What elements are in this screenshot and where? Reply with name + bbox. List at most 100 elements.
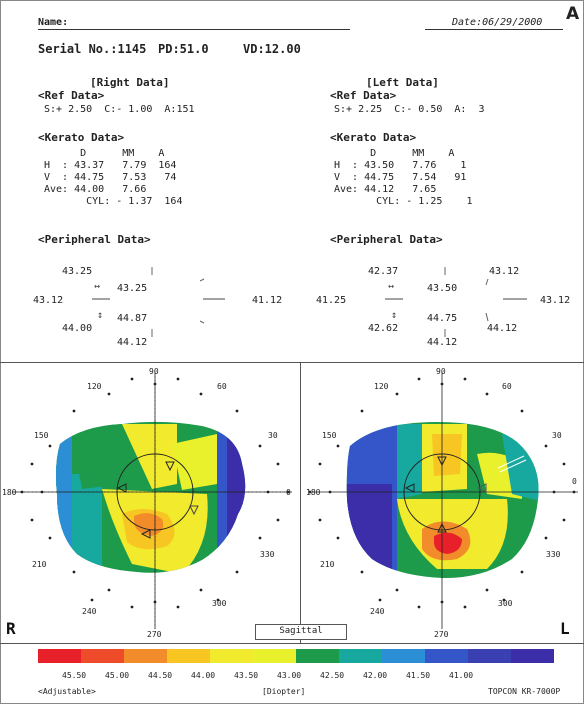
svg-text:↕: ↕ — [391, 310, 397, 321]
scale-swatch — [167, 649, 210, 663]
left-p-bot-right: 44.12 — [487, 323, 518, 334]
right-map-dots — [20, 377, 290, 609]
scale-tick-label: 42.00 — [363, 671, 388, 680]
right-p-right: 41.12 — [252, 295, 283, 306]
right-p-top-outer: 43.25 — [62, 266, 93, 277]
right-peripheral-marks: ↔ ↕ — [92, 267, 225, 337]
left-p-left: 41.25 — [316, 295, 347, 306]
report-date: Date:06/29/2000 — [452, 17, 543, 28]
left-angle-210: 210 — [320, 560, 335, 569]
left-angle-30: 30 — [552, 431, 562, 440]
left-p-bot-outer: 42.62 — [368, 323, 399, 334]
serial-number: Serial No.:1145 — [38, 42, 147, 56]
right-p-bottom: 44.12 — [117, 337, 148, 348]
scale-tick-label: 44.00 — [191, 671, 216, 680]
right-kerato-title: <Kerato Data> — [38, 131, 125, 144]
scale-tick-label: 44.50 — [148, 671, 173, 680]
scale-swatch — [38, 649, 81, 663]
right-peripheral-title: <Peripheral Data> — [38, 233, 151, 246]
right-kerato-cyl: CYL: - 1.37 164 — [44, 196, 183, 207]
scale-swatch — [511, 649, 554, 663]
panel-letter: A — [566, 4, 580, 24]
right-p-left: 43.12 — [33, 295, 64, 306]
scale-swatch — [124, 649, 167, 663]
right-angle-150: 150 — [34, 431, 49, 440]
left-kerato-cyl: CYL: - 1.25 1 — [334, 196, 473, 207]
right-kerato-header: D MM A — [44, 148, 165, 159]
scale-tick-label: 43.50 — [234, 671, 259, 680]
left-angle-120: 120 — [374, 382, 389, 391]
right-eye-letter: R — [6, 619, 16, 638]
left-ref-title: <Ref Data> — [330, 89, 397, 102]
right-angle-0: 0 — [286, 488, 291, 497]
left-angle-90: 90 — [436, 367, 446, 376]
left-angle-300: 300 — [498, 599, 513, 608]
right-ref-values: S:+ 2.50 C:- 1.00 A:151 — [44, 104, 195, 115]
right-angle-300: 300 — [212, 599, 227, 608]
right-angle-240: 240 — [82, 607, 97, 616]
scale-tick-label: 43.00 — [277, 671, 302, 680]
left-topography-map: 90 60 30 0 330 300 270 240 210 180 150 1… — [306, 367, 578, 639]
name-label: Name: — [38, 17, 69, 28]
svg-text:↕: ↕ — [97, 310, 103, 321]
left-p-bottom: 44.12 — [427, 337, 458, 348]
left-kerato-h: H : 43.50 7.76 1 — [334, 160, 467, 171]
left-angle-270: 270 — [434, 630, 449, 639]
right-kerato-h: H : 43.37 7.79 164 — [44, 160, 177, 171]
diopter-color-scale — [38, 649, 554, 663]
pupil-distance: PD:51.0 — [158, 42, 209, 56]
scale-tick-label: 45.50 — [62, 671, 87, 680]
right-angle-210: 210 — [32, 560, 47, 569]
adjustable-label: <Adjustable> — [38, 687, 96, 696]
left-peripheral-marks: ↔ ↕ — [385, 267, 527, 337]
scale-swatch — [210, 649, 253, 663]
scale-tick-label: 41.50 — [406, 671, 431, 680]
left-ref-values: S:+ 2.25 C:- 0.50 A: 3 — [334, 104, 485, 115]
scale-swatch — [382, 649, 425, 663]
scale-swatch — [339, 649, 382, 663]
left-angle-180: 180 — [306, 488, 321, 497]
right-angle-120: 120 — [87, 382, 102, 391]
right-data-title: [Right Data] — [90, 76, 170, 89]
left-angle-0: 0 — [572, 477, 577, 486]
date-underline — [425, 29, 563, 30]
sagittal-mode-tab[interactable]: Sagittal — [255, 624, 347, 640]
left-map-dots — [308, 377, 576, 609]
left-angle-330: 330 — [546, 550, 561, 559]
name-underline — [38, 29, 350, 30]
left-p-bot-inner: 44.75 — [427, 313, 458, 324]
right-p-top-inner: 43.25 — [117, 283, 148, 294]
right-angle-330: 330 — [260, 550, 275, 559]
right-angle-90: 90 — [149, 367, 159, 376]
left-kerato-header: D MM A — [334, 148, 455, 159]
left-kerato-title: <Kerato Data> — [330, 131, 417, 144]
left-kerato-v: V : 44.75 7.54 91 — [334, 172, 467, 183]
right-kerato-ave: Ave: 44.00 7.66 — [44, 184, 147, 195]
right-p-bot-inner: 44.87 — [117, 313, 148, 324]
left-angle-60: 60 — [502, 382, 512, 391]
map-area-center-divider — [300, 362, 301, 643]
right-angle-270: 270 — [147, 630, 162, 639]
svg-text:↔: ↔ — [388, 281, 394, 292]
right-ref-title: <Ref Data> — [38, 89, 105, 102]
left-peripheral-title: <Peripheral Data> — [330, 233, 443, 246]
right-angle-30: 30 — [268, 431, 278, 440]
diopter-unit-label: [Diopter] — [262, 687, 306, 696]
vertex-distance: VD:12.00 — [243, 42, 301, 56]
right-topography-map: 90 60 30 0 330 300 270 240 210 180 150 1… — [2, 367, 292, 639]
left-p-top-right: 43.12 — [489, 266, 520, 277]
left-eye-letter: L — [560, 619, 570, 638]
left-kerato-ave: Ave: 44.12 7.65 — [334, 184, 437, 195]
scale-swatch — [468, 649, 511, 663]
left-data-title: [Left Data] — [366, 76, 439, 89]
map-area-bottom-divider — [0, 643, 584, 644]
right-p-bot-outer: 44.00 — [62, 323, 93, 334]
left-angle-240: 240 — [370, 607, 385, 616]
left-angle-150: 150 — [322, 431, 337, 440]
left-p-top-inner: 43.50 — [427, 283, 458, 294]
diopter-scale-labels: 45.50 45.00 44.50 44.00 43.50 43.00 42.50 42.00… — [0, 670, 584, 682]
scale-swatch — [253, 649, 296, 663]
left-p-right: 43.12 — [540, 295, 571, 306]
scale-swatch — [296, 649, 339, 663]
scale-swatch — [425, 649, 468, 663]
